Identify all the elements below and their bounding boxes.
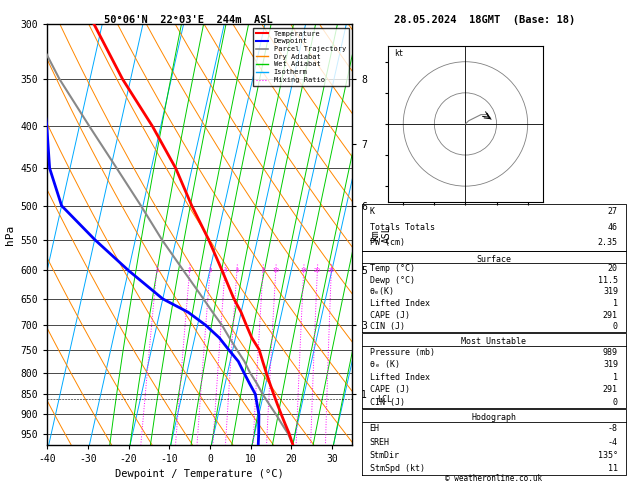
Text: EH: EH xyxy=(370,424,379,434)
Text: 16: 16 xyxy=(300,268,307,273)
Text: K: K xyxy=(370,208,375,216)
Text: PW (cm): PW (cm) xyxy=(370,238,404,247)
Text: CIN (J): CIN (J) xyxy=(370,398,404,407)
Text: Hodograph: Hodograph xyxy=(471,413,516,422)
Text: 2.35: 2.35 xyxy=(598,238,618,247)
Text: SREH: SREH xyxy=(370,437,389,447)
Text: 989: 989 xyxy=(603,347,618,357)
Text: 291: 291 xyxy=(603,385,618,394)
Text: Totals Totals: Totals Totals xyxy=(370,223,435,232)
Text: 291: 291 xyxy=(603,311,618,319)
Text: 8: 8 xyxy=(261,268,265,273)
Text: 135°: 135° xyxy=(598,451,618,460)
Text: Temp (°C): Temp (°C) xyxy=(370,264,415,273)
Text: 28.05.2024  18GMT  (Base: 18): 28.05.2024 18GMT (Base: 18) xyxy=(394,15,575,25)
Text: 46: 46 xyxy=(608,223,618,232)
Text: CAPE (J): CAPE (J) xyxy=(370,311,409,319)
Text: CAPE (J): CAPE (J) xyxy=(370,385,409,394)
Text: 5: 5 xyxy=(235,268,238,273)
Text: 0: 0 xyxy=(613,322,618,331)
Text: LCL: LCL xyxy=(377,395,392,404)
Y-axis label: hPa: hPa xyxy=(5,225,15,244)
Y-axis label: km
ASL: km ASL xyxy=(370,226,391,243)
Text: 20: 20 xyxy=(608,264,618,273)
Text: 319: 319 xyxy=(603,287,618,296)
Text: 10: 10 xyxy=(272,268,279,273)
Text: Most Unstable: Most Unstable xyxy=(461,337,526,346)
Text: θₑ (K): θₑ (K) xyxy=(370,360,399,369)
Text: 319: 319 xyxy=(603,360,618,369)
Text: 1: 1 xyxy=(613,373,618,382)
Text: kt: kt xyxy=(394,49,403,57)
Text: 25: 25 xyxy=(328,268,335,273)
Text: StmSpd (kt): StmSpd (kt) xyxy=(370,464,425,473)
Text: 0: 0 xyxy=(613,398,618,407)
Text: 1: 1 xyxy=(613,299,618,308)
Text: 27: 27 xyxy=(608,208,618,216)
Text: 3: 3 xyxy=(208,268,212,273)
Text: CIN (J): CIN (J) xyxy=(370,322,404,331)
Text: © weatheronline.co.uk: © weatheronline.co.uk xyxy=(445,474,542,483)
Text: 2: 2 xyxy=(188,268,191,273)
Text: 1: 1 xyxy=(155,268,159,273)
Text: Lifted Index: Lifted Index xyxy=(370,299,430,308)
Text: θₑ(K): θₑ(K) xyxy=(370,287,394,296)
Text: Lifted Index: Lifted Index xyxy=(370,373,430,382)
Text: 4: 4 xyxy=(223,268,227,273)
Text: 11: 11 xyxy=(608,464,618,473)
Text: 11.5: 11.5 xyxy=(598,276,618,285)
Text: -8: -8 xyxy=(608,424,618,434)
Text: 20: 20 xyxy=(314,268,321,273)
Text: Dewp (°C): Dewp (°C) xyxy=(370,276,415,285)
Text: StmDir: StmDir xyxy=(370,451,399,460)
Text: -4: -4 xyxy=(608,437,618,447)
Legend: Temperature, Dewpoint, Parcel Trajectory, Dry Adiabat, Wet Adiabat, Isotherm, Mi: Temperature, Dewpoint, Parcel Trajectory… xyxy=(253,28,348,86)
X-axis label: Dewpoint / Temperature (°C): Dewpoint / Temperature (°C) xyxy=(115,469,284,479)
Text: 50°06'N  22°03'E  244m  ASL: 50°06'N 22°03'E 244m ASL xyxy=(104,15,272,25)
Text: Pressure (mb): Pressure (mb) xyxy=(370,347,435,357)
Text: Surface: Surface xyxy=(476,255,511,264)
